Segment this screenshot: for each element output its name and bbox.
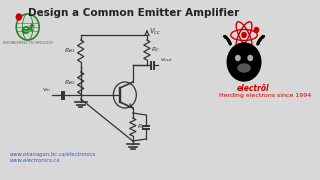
- Text: www.okanagan.bc.ca/electronics: www.okanagan.bc.ca/electronics: [10, 152, 96, 157]
- Circle shape: [254, 28, 259, 33]
- Circle shape: [227, 43, 261, 81]
- Text: Design a Common Emitter Amplifier: Design a Common Emitter Amplifier: [28, 8, 239, 18]
- Text: e: e: [20, 23, 30, 37]
- Text: ENGINEERING TECHNOLOGY: ENGINEERING TECHNOLOGY: [3, 41, 53, 45]
- Circle shape: [236, 55, 240, 60]
- Text: $V_{cc}$: $V_{cc}$: [149, 27, 161, 37]
- Text: $R_C$: $R_C$: [151, 46, 160, 55]
- Ellipse shape: [238, 64, 250, 72]
- Circle shape: [248, 55, 252, 60]
- Text: electrõl: electrõl: [236, 84, 269, 93]
- FancyArrowPatch shape: [258, 36, 264, 44]
- Text: Herding electrons since 1994: Herding electrons since 1994: [219, 93, 312, 98]
- Circle shape: [16, 14, 21, 20]
- Text: www.electronics.ca: www.electronics.ca: [10, 158, 60, 163]
- Circle shape: [242, 33, 246, 37]
- Text: $v_{in}$: $v_{in}$: [42, 86, 52, 94]
- Text: t: t: [28, 23, 34, 33]
- FancyArrowPatch shape: [224, 36, 230, 44]
- Text: $v_{out}$: $v_{out}$: [160, 56, 173, 64]
- Text: $R_E$: $R_E$: [137, 123, 146, 131]
- Text: $R_{B1}$: $R_{B1}$: [64, 47, 76, 55]
- Text: $R_{B2}$: $R_{B2}$: [64, 78, 76, 87]
